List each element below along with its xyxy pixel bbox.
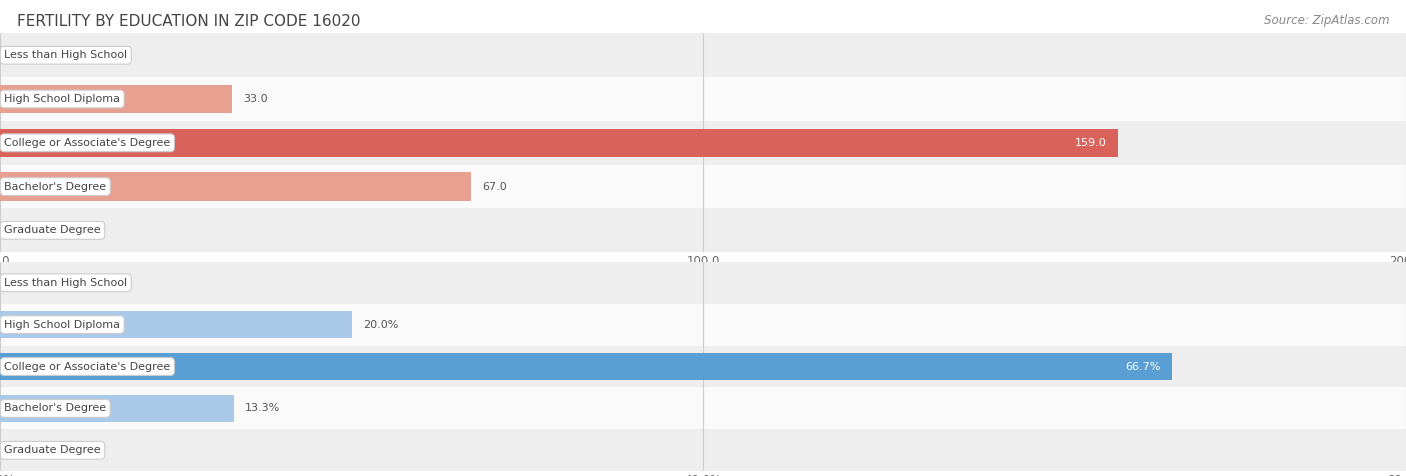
Text: 33.0: 33.0 <box>243 94 269 104</box>
Text: Source: ZipAtlas.com: Source: ZipAtlas.com <box>1264 14 1389 27</box>
Text: 67.0: 67.0 <box>482 181 508 192</box>
Bar <box>0 429 1406 471</box>
Text: College or Associate's Degree: College or Associate's Degree <box>4 138 170 148</box>
Text: 20.0%: 20.0% <box>363 319 398 330</box>
Text: Less than High School: Less than High School <box>4 278 128 288</box>
Bar <box>0 208 1406 252</box>
Text: Bachelor's Degree: Bachelor's Degree <box>4 403 107 414</box>
Text: FERTILITY BY EDUCATION IN ZIP CODE 16020: FERTILITY BY EDUCATION IN ZIP CODE 16020 <box>17 14 360 30</box>
Text: 0.0%: 0.0% <box>11 278 39 288</box>
Bar <box>0 395 233 422</box>
Text: 0.0%: 0.0% <box>11 445 39 456</box>
Bar <box>0 129 1118 157</box>
Bar <box>0 33 1406 77</box>
Bar <box>0 85 232 113</box>
Bar <box>0 304 1406 346</box>
Text: College or Associate's Degree: College or Associate's Degree <box>4 361 170 372</box>
Text: Graduate Degree: Graduate Degree <box>4 445 101 456</box>
Bar <box>0 262 1406 304</box>
Bar <box>0 353 1173 380</box>
Text: Less than High School: Less than High School <box>4 50 128 60</box>
Text: Bachelor's Degree: Bachelor's Degree <box>4 181 107 192</box>
Text: 66.7%: 66.7% <box>1126 361 1161 372</box>
Bar <box>0 387 1406 429</box>
Text: Graduate Degree: Graduate Degree <box>4 225 101 236</box>
Bar <box>0 311 352 338</box>
Text: 0.0: 0.0 <box>11 225 30 236</box>
Text: 0.0: 0.0 <box>11 50 30 60</box>
Bar <box>0 172 471 201</box>
Bar <box>0 165 1406 208</box>
Text: High School Diploma: High School Diploma <box>4 94 121 104</box>
Text: 159.0: 159.0 <box>1074 138 1107 148</box>
Bar <box>0 346 1406 387</box>
Text: 13.3%: 13.3% <box>245 403 280 414</box>
Bar <box>0 77 1406 121</box>
Bar <box>0 121 1406 165</box>
Text: High School Diploma: High School Diploma <box>4 319 121 330</box>
